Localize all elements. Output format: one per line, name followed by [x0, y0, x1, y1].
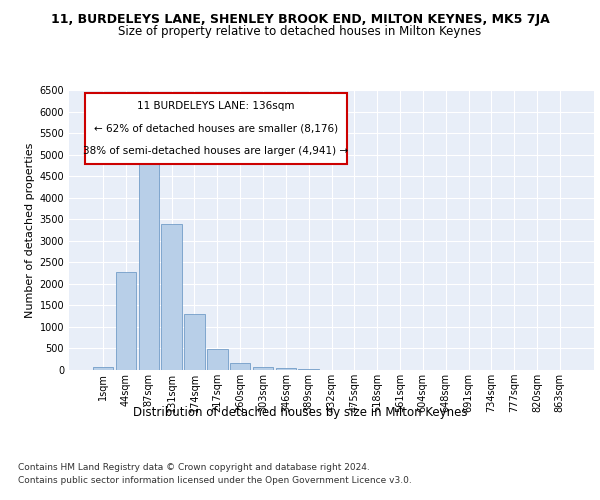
Bar [184, 314, 205, 370]
Bar [93, 367, 113, 370]
Text: 11 BURDELEYS LANE: 136sqm: 11 BURDELEYS LANE: 136sqm [137, 100, 295, 110]
Bar [207, 350, 227, 370]
Bar [116, 272, 136, 370]
Text: Size of property relative to detached houses in Milton Keynes: Size of property relative to detached ho… [118, 25, 482, 38]
Bar [139, 136, 159, 370]
Bar [275, 368, 296, 370]
Bar [253, 367, 273, 370]
Text: 11, BURDELEYS LANE, SHENLEY BROOK END, MILTON KEYNES, MK5 7JA: 11, BURDELEYS LANE, SHENLEY BROOK END, M… [50, 12, 550, 26]
Text: Contains HM Land Registry data © Crown copyright and database right 2024.: Contains HM Land Registry data © Crown c… [18, 464, 370, 472]
Bar [85, 93, 347, 164]
Text: 38% of semi-detached houses are larger (4,941) →: 38% of semi-detached houses are larger (… [83, 146, 349, 156]
Bar [230, 363, 250, 370]
Y-axis label: Number of detached properties: Number of detached properties [25, 142, 35, 318]
Bar [298, 369, 319, 370]
Bar [161, 224, 182, 370]
Text: ← 62% of detached houses are smaller (8,176): ← 62% of detached houses are smaller (8,… [94, 124, 338, 134]
Text: Distribution of detached houses by size in Milton Keynes: Distribution of detached houses by size … [133, 406, 467, 419]
Text: Contains public sector information licensed under the Open Government Licence v3: Contains public sector information licen… [18, 476, 412, 485]
